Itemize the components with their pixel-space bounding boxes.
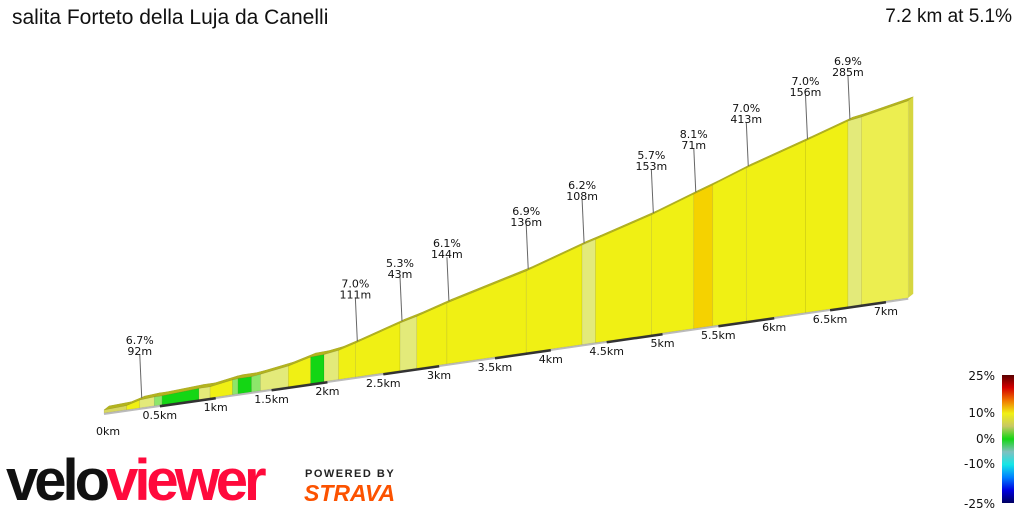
annotation-gradient: 7.0%	[341, 277, 369, 290]
annotation-leader-line	[745, 121, 749, 167]
annotation-leader-line	[650, 168, 654, 214]
profile-segment	[581, 238, 596, 345]
x-tick-label: 4.5km	[589, 345, 624, 358]
annotation-length: 92m	[127, 345, 152, 358]
strava-logo[interactable]: STRAVA	[304, 480, 396, 506]
km-bar	[718, 316, 775, 328]
x-tick-label: 1km	[204, 401, 228, 414]
legend-tick-label: 25%	[968, 369, 995, 383]
profile-segment	[745, 140, 806, 322]
annotation-leader-line	[847, 75, 851, 120]
profile-segment	[525, 244, 583, 353]
legend-colorbar	[1002, 375, 1014, 503]
annotation-leader-line	[693, 148, 697, 193]
profile-segment	[399, 315, 418, 371]
x-tick-label: 7km	[874, 305, 898, 318]
annotation-gradient: 6.7%	[126, 334, 154, 347]
annotation-gradient: 6.1%	[433, 237, 461, 250]
x-tick-label: 3km	[427, 369, 451, 382]
legend-tick-label: 0%	[976, 432, 995, 446]
annotation-gradient: 5.3%	[386, 257, 414, 270]
profile-segment	[232, 378, 239, 395]
annotation-length: 43m	[388, 268, 413, 281]
x-tick-label: 2km	[315, 385, 339, 398]
profile-segment	[237, 376, 252, 395]
x-tick-label: 5.5km	[701, 329, 736, 342]
annotation-leader-line	[399, 277, 403, 322]
annotation-gradient: 6.2%	[568, 179, 596, 192]
annotation-leader-line	[581, 199, 585, 244]
x-tick-label: 2.5km	[366, 377, 401, 390]
profile-segment	[323, 350, 339, 382]
profile-segment	[651, 193, 695, 335]
x-tick-label: 3.5km	[478, 361, 513, 374]
annotation-length: 285m	[832, 66, 864, 79]
annotation-length: 144m	[431, 248, 463, 261]
profile-segment	[805, 120, 849, 313]
profile-segment	[861, 100, 909, 305]
legend-tick-label: -10%	[964, 457, 995, 471]
page-title: salita Forteto della Luja da Canelli	[12, 6, 329, 29]
annotation-leader-line	[139, 354, 143, 399]
annotation-leader-line	[354, 297, 358, 342]
legend-tick-label: -25%	[964, 497, 995, 511]
x-tick-label: 6.5km	[813, 313, 848, 326]
x-tick-label: 4km	[539, 353, 563, 366]
annotation-gradient: 6.9%	[834, 55, 862, 68]
km-bar	[829, 300, 887, 312]
profile-segment	[251, 373, 261, 393]
profile-segment	[693, 184, 714, 329]
x-tick-label: 0.5km	[143, 409, 178, 422]
profile-segment	[198, 386, 211, 400]
km-bar	[383, 364, 440, 376]
profile-segment	[712, 167, 747, 327]
km-bar	[271, 380, 328, 392]
profile-segment	[310, 354, 325, 384]
annotation-gradient: 7.0%	[791, 75, 819, 88]
annotation-gradient: 8.1%	[680, 128, 708, 141]
annotation-leader-line	[525, 225, 529, 270]
profile-end-wall	[908, 96, 914, 298]
profile-segment	[847, 116, 862, 307]
veloviewer-logo[interactable]: veloviewer	[6, 448, 267, 513]
annotation-leader-line	[804, 94, 808, 140]
x-tick-label: 5km	[650, 337, 674, 350]
x-tick-label: 1.5km	[254, 393, 289, 406]
annotation-length: 153m	[635, 160, 667, 173]
annotation-leader-line	[446, 257, 450, 302]
km-bar	[159, 396, 216, 408]
annotation-gradient: 5.7%	[637, 149, 665, 162]
annotation-length: 156m	[790, 86, 822, 99]
annotation-length: 136m	[510, 216, 542, 229]
profile-segment	[153, 395, 163, 407]
annotation-length: 108m	[566, 190, 598, 203]
annotation-gradient: 7.0%	[732, 102, 760, 115]
x-tick-label: 6km	[762, 321, 786, 334]
legend-tick-label: 10%	[968, 406, 995, 420]
x-tick-label: 0km	[96, 425, 120, 438]
annotation-length: 71m	[681, 139, 706, 152]
annotation-length: 111m	[339, 288, 371, 301]
annotation-length: 413m	[730, 113, 762, 126]
powered-by-label: POWERED BY	[305, 468, 396, 480]
climb-summary: 7.2 km at 5.1%	[885, 6, 1012, 27]
km-bar	[606, 332, 663, 344]
annotation-gradient: 6.9%	[512, 205, 540, 218]
km-bar	[494, 348, 552, 360]
profile-segment	[288, 356, 311, 387]
